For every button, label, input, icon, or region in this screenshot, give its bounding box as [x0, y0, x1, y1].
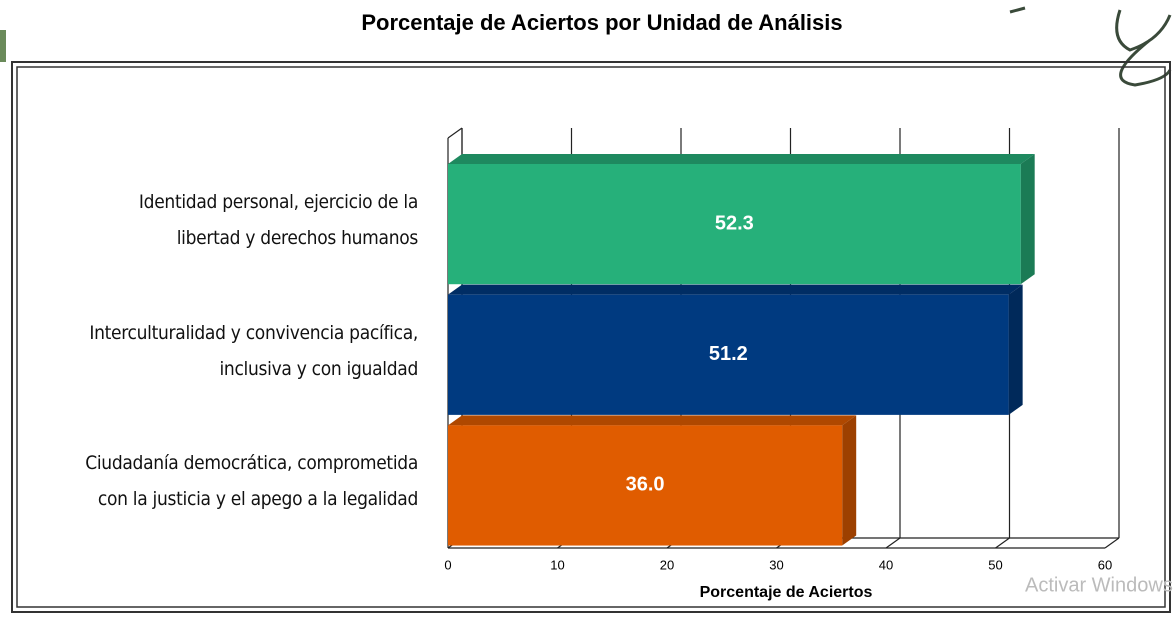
bar — [448, 425, 843, 546]
frame-inner — [16, 66, 1166, 608]
frame — [11, 61, 1171, 613]
decor-bar — [0, 30, 6, 62]
grid-floor — [1104, 537, 1120, 549]
grid-floor — [995, 537, 1010, 549]
bar-side — [842, 415, 857, 546]
x-tick-label: 0 — [444, 557, 451, 572]
value-label: 51.2 — [709, 343, 748, 365]
bar-top — [448, 415, 857, 426]
value-label: 52.3 — [715, 212, 754, 234]
bar-top — [448, 154, 1035, 164]
y-tick-label: Identidad personal, ejercicio de la libe… — [138, 191, 418, 250]
x-tick-label: 60 — [1098, 557, 1112, 572]
bar — [448, 294, 1009, 415]
x-tick-label: 40 — [879, 557, 893, 572]
x-tick-label: 10 — [550, 557, 564, 572]
x-axis-label: Porcentaje de Aciertos — [700, 584, 873, 601]
chart-title: Porcentaje de Aciertos por Unidad de Aná… — [361, 10, 842, 35]
bar-side — [1020, 154, 1035, 285]
y-tick-label: Ciudadanía democrática, comprometida con… — [85, 452, 418, 511]
watermark: Activar Windows — [1025, 574, 1173, 596]
bar-top — [448, 284, 1023, 295]
grid-floor — [885, 537, 901, 549]
decor-scribble — [1009, 6, 1172, 87]
x-tick-label: 20 — [660, 557, 674, 572]
x-tick-label: 50 — [988, 557, 1002, 572]
y-tick-label: Interculturalidad y convivencia pacífica… — [89, 321, 418, 380]
bar — [448, 164, 1021, 285]
x-tick-label: 30 — [769, 557, 783, 572]
value-label: 36.0 — [626, 474, 665, 496]
axis-top — [447, 127, 463, 139]
bar-side — [1008, 284, 1023, 415]
